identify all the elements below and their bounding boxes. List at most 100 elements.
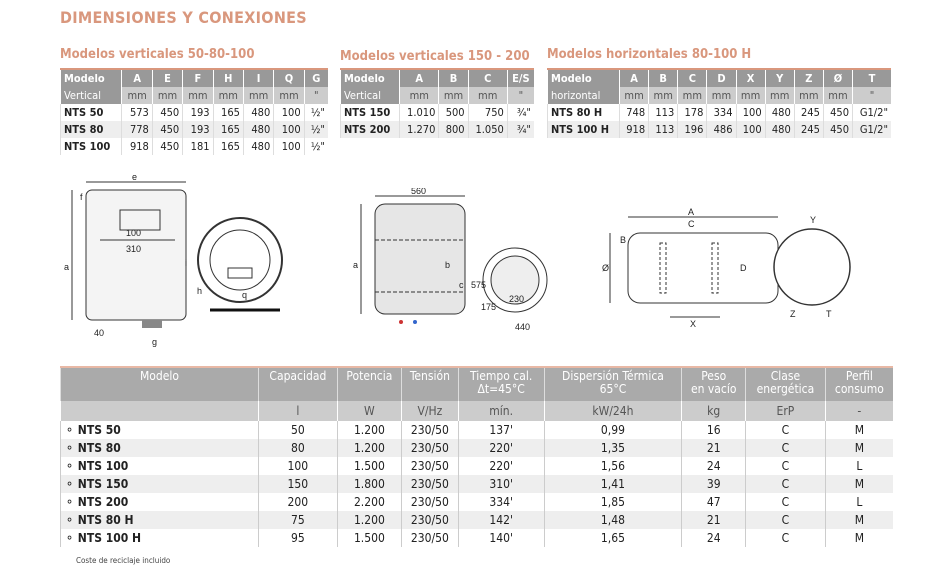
cell: 100 [273,121,305,138]
column-header: Capacidad [258,366,338,401]
unit-cell: mm [151,87,183,104]
cell: 137' [457,421,545,439]
cell: G1/2" [852,104,891,121]
cell: 750 [467,104,508,121]
cell: 200 [258,493,338,511]
cell: 480 [242,121,274,138]
cell: ¾" [506,104,534,121]
model-name: ⚬ NTS 50 [60,421,259,439]
cell: 21 [681,511,746,529]
cell: 193 [182,104,214,121]
cell: 1,65 [543,529,682,547]
cell: 1,56 [543,457,682,475]
unit-cell: mm [619,87,649,104]
cell: 50 [258,421,338,439]
table-row: ⚬ NTS 200 200 2.200 230/50 334' 1,85 47 C L [60,493,893,511]
cell: 193 [182,121,214,138]
cell: 480 [242,104,274,121]
cell: 778 [121,121,153,138]
table-row: ⚬ NTS 80 H 75 1.200 230/50 142' 1,48 21 C M [60,511,893,529]
column-header: H [212,68,244,87]
cell: 500 [438,104,469,121]
cell: 334' [457,493,545,511]
column-header: Tensión [401,366,459,401]
cell: 1.800 [336,475,402,493]
table-vertical-150-200-title: Modelos verticales 150 - 200 [340,49,530,64]
column-header: Tiempo cal. Δt=45°C [457,366,545,401]
cell: 480 [764,104,795,121]
unit-cell: mm [764,87,795,104]
cell: M [824,529,893,547]
cell: 450 [151,121,183,138]
cell: 334 [706,104,737,121]
cell: 573 [121,104,153,121]
column-header: Ø [822,68,853,87]
header-row: Modelo Capacidad Potencia Tensión Tiempo cal… [60,366,893,401]
cell: 165 [212,138,244,155]
dim-label: D [740,263,747,273]
unit-cell: mm [438,87,469,104]
unit-cell: mm [467,87,508,104]
model-name: NTS 150 [339,104,400,121]
column-header: Y [764,68,795,87]
unit-cell: - [824,401,893,421]
model-name: ⚬ NTS 150 [60,475,259,493]
cell: 480 [764,121,795,138]
dim-label: C [688,219,695,229]
cell: 39 [681,475,746,493]
cell: 113 [648,121,678,138]
column-header: Perfil consumo [824,366,893,401]
table-row: NTS 80 778 450 193 165 480 100 ½" [59,121,328,138]
cell: 230/50 [401,493,459,511]
cell: 181 [182,138,214,155]
cell: 918 [121,138,153,155]
column-header: Potencia [336,366,402,401]
cell: 800 [438,121,469,138]
unit-cell: " [303,87,328,104]
dim-label: Z [790,309,796,319]
column-header: C [677,68,707,87]
dim-label: h [197,286,202,296]
table-row: ⚬ NTS 100 100 1.500 230/50 220' 1,56 24 C L [60,457,893,475]
unit-cell: " [852,87,891,104]
unit-cell: mm [242,87,274,104]
cell: 165 [212,121,244,138]
cell: 450 [151,138,183,155]
cell: 1,41 [543,475,682,493]
cell: C [745,421,826,439]
cell: 220' [457,457,545,475]
table-row: NTS 100 918 450 181 165 480 100 ½" [59,138,328,155]
dim-label: a [64,262,69,272]
unit-cell: mm [121,87,153,104]
cell: ½" [303,138,328,155]
cell: 165 [212,104,244,121]
dim-label: X [690,319,696,329]
unit-cell: mm [212,87,244,104]
model-name: ⚬ NTS 80 H [60,511,259,529]
dim-label: 560 [411,188,426,196]
cell: 100 [258,457,338,475]
unit-cell: mm [735,87,766,104]
model-name: ⚬ NTS 80 [60,439,259,457]
cell: 100 [735,104,766,121]
unit-cell: W [336,401,402,421]
dim-label: q [242,290,247,300]
cell: C [745,511,826,529]
cell: 1,85 [543,493,682,511]
dim-label: 175 [481,302,496,312]
cell: M [824,475,893,493]
cell: 2.200 [336,493,402,511]
dim-label: Ø [602,263,609,273]
cell: 24 [681,529,746,547]
cell: ½" [303,121,328,138]
cell: 95 [258,529,338,547]
cell: 24 [681,457,746,475]
cell: 1,48 [543,511,682,529]
model-name: NTS 200 [339,121,400,138]
cell: ¾" [506,121,534,138]
table-row: NTS 200 1.270 800 1.050 ¾" [339,121,534,138]
unit-cell: kg [681,401,746,421]
table-vertical-150-200: Modelo A B C E/S Vertical mm mm mm " NTS 150 1.010 5… [339,68,534,138]
cell: 1.500 [336,457,402,475]
dim-label: 310 [126,244,141,254]
